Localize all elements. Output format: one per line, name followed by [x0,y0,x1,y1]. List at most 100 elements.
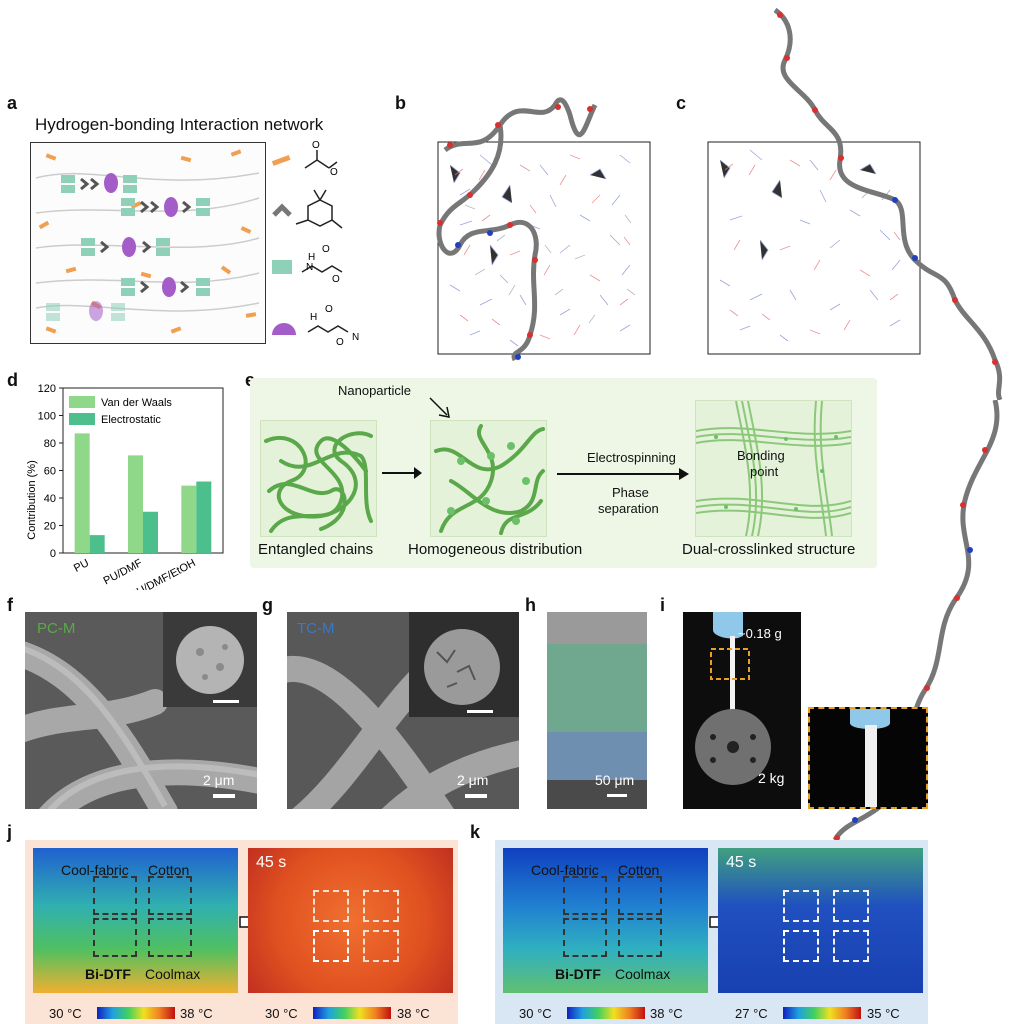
colorbar-k-left [567,1007,645,1019]
entangled-chains-box [260,420,377,537]
panel-label-h: h [525,595,536,615]
y-tick-label: 40 [44,493,56,505]
panel-a-title: Hydrogen-bonding Interaction network [35,115,324,134]
nanoparticle-pointer [429,397,450,418]
y-tick-label: 0 [50,548,56,560]
svg-text:H: H [310,312,317,323]
md-simulation-b [390,95,675,365]
nanoparticle-label: Nanoparticle [338,383,411,398]
dual-crosslinked-svg [695,400,852,537]
sem-fibers-g [287,612,519,809]
sample-j-before-cool-fabric [93,876,137,915]
cyclohexyl-group-legend [272,189,343,229]
svg-text:O: O [336,337,344,348]
chart-d-ylabel: Contribution (%) [26,460,38,539]
legend-label: Electrostatic [101,414,161,426]
bar-pu-dmf-etoh-van-der-waals [181,485,197,553]
thermal-k-after: 45 s [718,848,923,993]
step1-label: Entangled chains [258,541,374,558]
scale-k-right-max: 35 °C [867,1006,900,1021]
label-k-coolmax: Coolmax [615,966,671,982]
md-simulation-c [695,0,1013,1024]
label-k-cool-fabric: Cool-fabric [531,862,599,878]
sample-k-after-bi-dtf [783,930,819,962]
panel-label-f: f [7,595,13,615]
y-tick-label: 100 [38,411,56,423]
urethane-group-legend: HN O O [272,244,343,285]
panel-k-thermal: Cool-fabric Cotton Bi-DTF Coolmax 45 s 3… [495,840,928,1024]
x-tick-label: PU/DMF [102,557,145,588]
homogeneous-distribution-box [430,420,547,537]
process-separation: separation [598,501,659,516]
panel-label-g: g [262,595,273,615]
hbond-network-diagram [30,142,266,344]
hbond-network-svg [35,149,260,334]
scale-k-right-min: 27 °C [735,1006,768,1021]
load-top-label: ~0.18 g [738,626,782,641]
load-bottom-label: 2 kg [758,770,785,786]
bar-pu-dmf-van-der-waals [128,455,143,553]
dual-crosslinked-box [695,400,852,537]
contribution-bar-chart: Contribution (%) 0 20 40 60 80 100 120 PU PU/DMF… [26,383,224,590]
entangled-chains-svg [264,431,373,533]
label-k-bi-dtf: Bi-DTF [555,966,601,982]
chart-d-bars [74,433,212,553]
sem-image-pc-m: PC-M 2 μm [25,612,257,809]
thermal-k-before: Cool-fabric Cotton Bi-DTF Coolmax [503,848,708,993]
step2-label: Homogeneous distribution [408,541,583,558]
panel-label-k: k [470,822,481,842]
sample-j-before-coolmax [148,918,192,957]
panel-j-thermal: Cool-fabric Cotton Bi-DTF Coolmax 45 s 3… [25,840,458,1024]
svg-text:O: O [330,167,338,178]
colorbar-j-left [97,1007,175,1019]
label-j-coolmax: Coolmax [145,966,201,982]
scale-j-left-min: 30 °C [49,1006,82,1021]
thermal-j-after: 45 s [248,848,453,993]
legend-swatch [69,413,95,425]
sample-j-after-bi-dtf [313,930,349,962]
panel-label-c: c [676,93,687,113]
legend-label: Van der Waals [101,397,172,409]
label-j-bi-dtf: Bi-DTF [85,966,131,982]
md-simulation-c-svg [707,7,1003,402]
y-tick-label: 80 [44,438,56,450]
sample-j-after-cotton [363,890,399,922]
sample-j-before-bi-dtf [93,918,137,957]
sample-k-after-coolmax [833,930,869,962]
svg-text:O: O [325,304,333,315]
sample-k-after-cotton [833,890,869,922]
svg-text:N: N [306,262,313,273]
tensile-zoom-svg [850,709,890,807]
sample-k-before-cool-fabric [563,876,607,915]
svg-text:N: N [352,332,359,343]
sem-g-scale: 2 μm [457,772,489,788]
scale-j-right-min: 30 °C [265,1006,298,1021]
thermal-k-time: 45 s [726,854,757,871]
panel-label-d: d [7,370,18,390]
process-phase: Phase [612,485,649,500]
cross-section-top [547,612,647,644]
tensile-photo-svg [695,612,771,785]
thermal-j-time: 45 s [256,854,287,871]
bar-pu-dmf-electrostatic [143,511,158,553]
sem-f-scale: 2 μm [203,772,235,788]
homogeneous-distribution-svg [434,424,545,535]
sample-j-before-cotton [148,876,192,915]
ester-group-legend: OO [271,140,338,178]
sample-k-before-bi-dtf [563,918,607,957]
colorbar-j-right [313,1007,391,1019]
scale-k-left-min: 30 °C [519,1006,552,1021]
scale-k-left-max: 38 °C [650,1006,683,1021]
sample-j-after-coolmax [363,930,399,962]
process-electrospinning: Electrospinning [587,450,676,465]
sem-fibers-f [25,612,257,809]
svg-text:O: O [312,140,320,151]
panel-e-schematic: Entangled chains Homogeneous distributio… [250,378,877,568]
blue-layer [547,732,647,780]
sem-f-tag: PC-M [37,620,76,637]
svg-text:O: O [322,244,330,255]
scale-j-left-max: 38 °C [180,1006,213,1021]
step3-label: Dual-crosslinked structure [682,541,856,558]
arrow-step2 [557,468,689,480]
arrow-step1 [382,467,422,479]
